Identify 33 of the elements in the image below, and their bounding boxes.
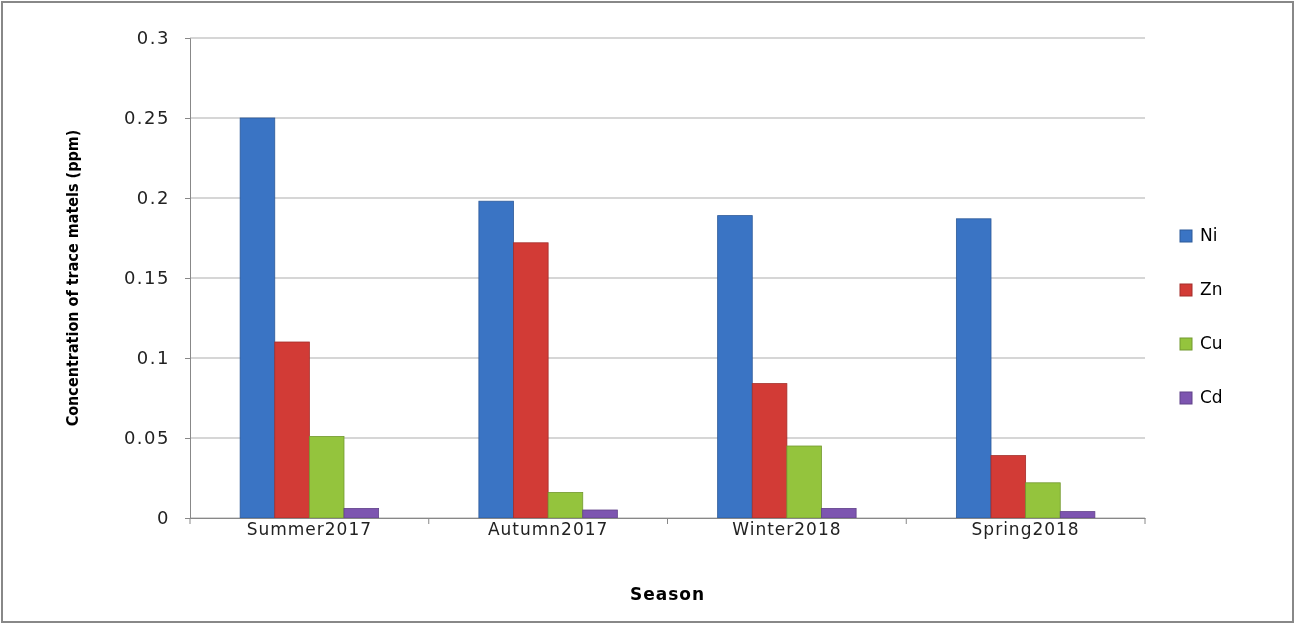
bar [478, 200, 514, 519]
x-tick-label: Spring2018 [971, 519, 1080, 539]
x-tick-label: Autumn2017 [487, 519, 609, 539]
bar [821, 508, 857, 519]
legend-label: Zn [1200, 279, 1223, 299]
y-tick-label: 0.05 [123, 427, 170, 449]
y-tick-label: 0.1 [136, 347, 170, 369]
x-tick-label: Winter2018 [732, 519, 842, 539]
bar [547, 492, 584, 519]
x-tick-label: Summer2017 [246, 519, 373, 539]
bar [1025, 482, 1061, 519]
legend-label: Cu [1200, 333, 1223, 353]
y-tick-label: 0.3 [136, 27, 170, 49]
bar [990, 455, 1027, 519]
bar [1059, 511, 1096, 519]
x-axis-title: Season [629, 584, 706, 604]
bar [239, 117, 276, 519]
bar [343, 508, 380, 519]
y-tick-label: 0.2 [136, 187, 170, 209]
bar [513, 242, 549, 519]
bar [308, 436, 345, 519]
y-tick-label: 0.15 [123, 267, 170, 289]
y-axis-title: Concentration of trace matels (ppm) [63, 129, 82, 427]
bar [717, 215, 753, 519]
legend-label: Ni [1200, 225, 1218, 245]
bar [786, 445, 822, 519]
bar [955, 218, 992, 519]
bar [274, 341, 310, 519]
y-tick-label: 0 [157, 507, 170, 529]
legend-label: Cd [1200, 387, 1223, 407]
y-tick-label: 0.25 [123, 107, 170, 129]
bar [582, 509, 618, 519]
bar [751, 383, 788, 519]
